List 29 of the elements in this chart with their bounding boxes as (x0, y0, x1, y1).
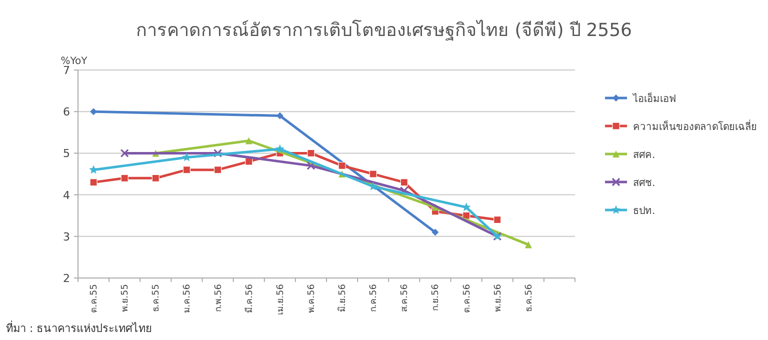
y-tick-label: 3 (63, 230, 70, 244)
x-tick-label: ก.ย.56 (431, 284, 442, 312)
x-tick-label: พ.ค.56 (306, 284, 317, 314)
y-tick-label: 7 (63, 64, 70, 77)
legend-label: สศช. (633, 178, 656, 189)
text: ที่มา : ธนาคารแห่งประเทศไทย (6, 320, 152, 335)
x-tick-label: พ.ย.56 (493, 284, 504, 312)
x-tick-label: ก.พ.56 (214, 284, 224, 312)
legend-label: ความเห็นของตลาดโดยเฉลี่ย (633, 119, 757, 133)
x-tick-label: ก.ค.56 (369, 284, 380, 312)
x-tick-label: มี.ค.56 (244, 284, 255, 314)
chart-title: การคาดการณ์อัตราการเติบโตของเศรษฐกิจไทย (จีดีพี) ปี 2556 (136, 19, 632, 41)
y-tick-label: 4 (63, 188, 70, 202)
x-tick-label: ม.ค.56 (182, 284, 193, 314)
y-tick-label: 5 (63, 147, 70, 160)
x-tick-label: เม.ย.56 (276, 284, 286, 316)
y-axis-title: %YoY (60, 56, 88, 67)
legend-label: สศค. (633, 150, 656, 161)
x-tick-label: มิ.ย.56 (337, 284, 348, 312)
x-tick-label: ต.ค.55 (90, 284, 100, 314)
y-tick-label: 2 (63, 272, 70, 285)
legend-label: ไอเอ็มเอฟ (632, 91, 676, 105)
x-tick-label: ต.ค.56 (462, 284, 472, 314)
x-tick-label: พ.ย.55 (120, 284, 131, 312)
legend-label: ธปท. (633, 206, 656, 217)
y-tick-label: 6 (63, 106, 70, 119)
x-tick-label: ส.ค.56 (400, 284, 410, 312)
x-tick-label: ธ.ค.56 (524, 284, 534, 312)
x-tick-label: ธ.ค.55 (152, 284, 162, 312)
